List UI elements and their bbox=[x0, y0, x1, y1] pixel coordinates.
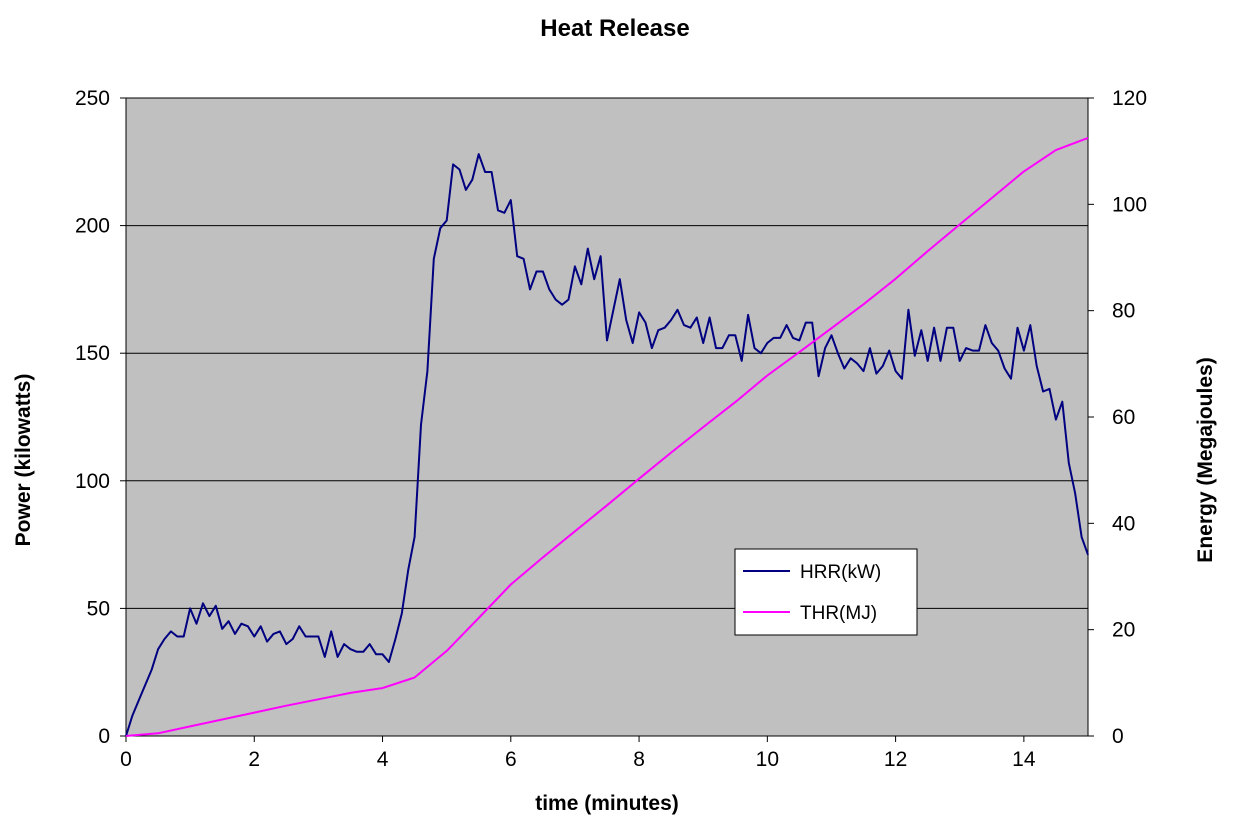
chart-title: Heat Release bbox=[540, 15, 689, 42]
y-tick-label: 200 bbox=[75, 215, 110, 238]
x-tick-label: 0 bbox=[120, 748, 132, 771]
legend-box bbox=[734, 548, 918, 636]
y-axis-label: Power (kilowatts) bbox=[12, 374, 35, 547]
y2-tick-label: 60 bbox=[1112, 406, 1135, 429]
x-tick-label: 12 bbox=[884, 748, 907, 771]
bottom-axis: 0 2 4 6 8 10 12 14 bbox=[120, 735, 1088, 771]
y2-tick-label: 100 bbox=[1112, 193, 1147, 216]
x-tick-label: 8 bbox=[633, 748, 645, 771]
series-lines bbox=[125, 136, 1089, 737]
legend-label-hrr: HRR(kW) bbox=[800, 562, 881, 583]
x-tick-label: 6 bbox=[505, 748, 517, 771]
x-tick-label: 2 bbox=[248, 748, 260, 771]
x-axis-label: time (minutes) bbox=[535, 792, 679, 815]
legend-label-thr: THR(MJ) bbox=[800, 603, 877, 624]
series-line-hrr-kw bbox=[125, 153, 1089, 737]
left-axis: 0 50 100 150 200 250 bbox=[75, 87, 127, 748]
legend: HRR(kW) THR(MJ) bbox=[734, 548, 918, 636]
y-tick-label: 50 bbox=[87, 597, 110, 620]
x-tick-label: 4 bbox=[377, 748, 389, 771]
y2-axis-label: Energy (Megajoules) bbox=[1194, 357, 1217, 562]
series-line-thr-mj bbox=[125, 136, 1089, 737]
y2-tick-label: 120 bbox=[1112, 87, 1147, 110]
y-tick-label: 0 bbox=[98, 725, 110, 748]
y2-tick-label: 40 bbox=[1112, 512, 1135, 535]
y-tick-label: 150 bbox=[75, 342, 110, 365]
y2-tick-label: 80 bbox=[1112, 300, 1135, 323]
x-tick-label: 10 bbox=[756, 748, 779, 771]
y2-tick-label: 0 bbox=[1112, 725, 1124, 748]
gridlines bbox=[126, 225, 1088, 609]
y-tick-label: 100 bbox=[75, 470, 110, 493]
x-tick-label: 14 bbox=[1012, 748, 1036, 771]
y-tick-label: 250 bbox=[75, 87, 110, 110]
plot-area bbox=[125, 97, 1089, 737]
y2-tick-label: 20 bbox=[1112, 619, 1135, 642]
right-axis: 0 20 40 60 80 100 120 bbox=[1087, 87, 1147, 748]
